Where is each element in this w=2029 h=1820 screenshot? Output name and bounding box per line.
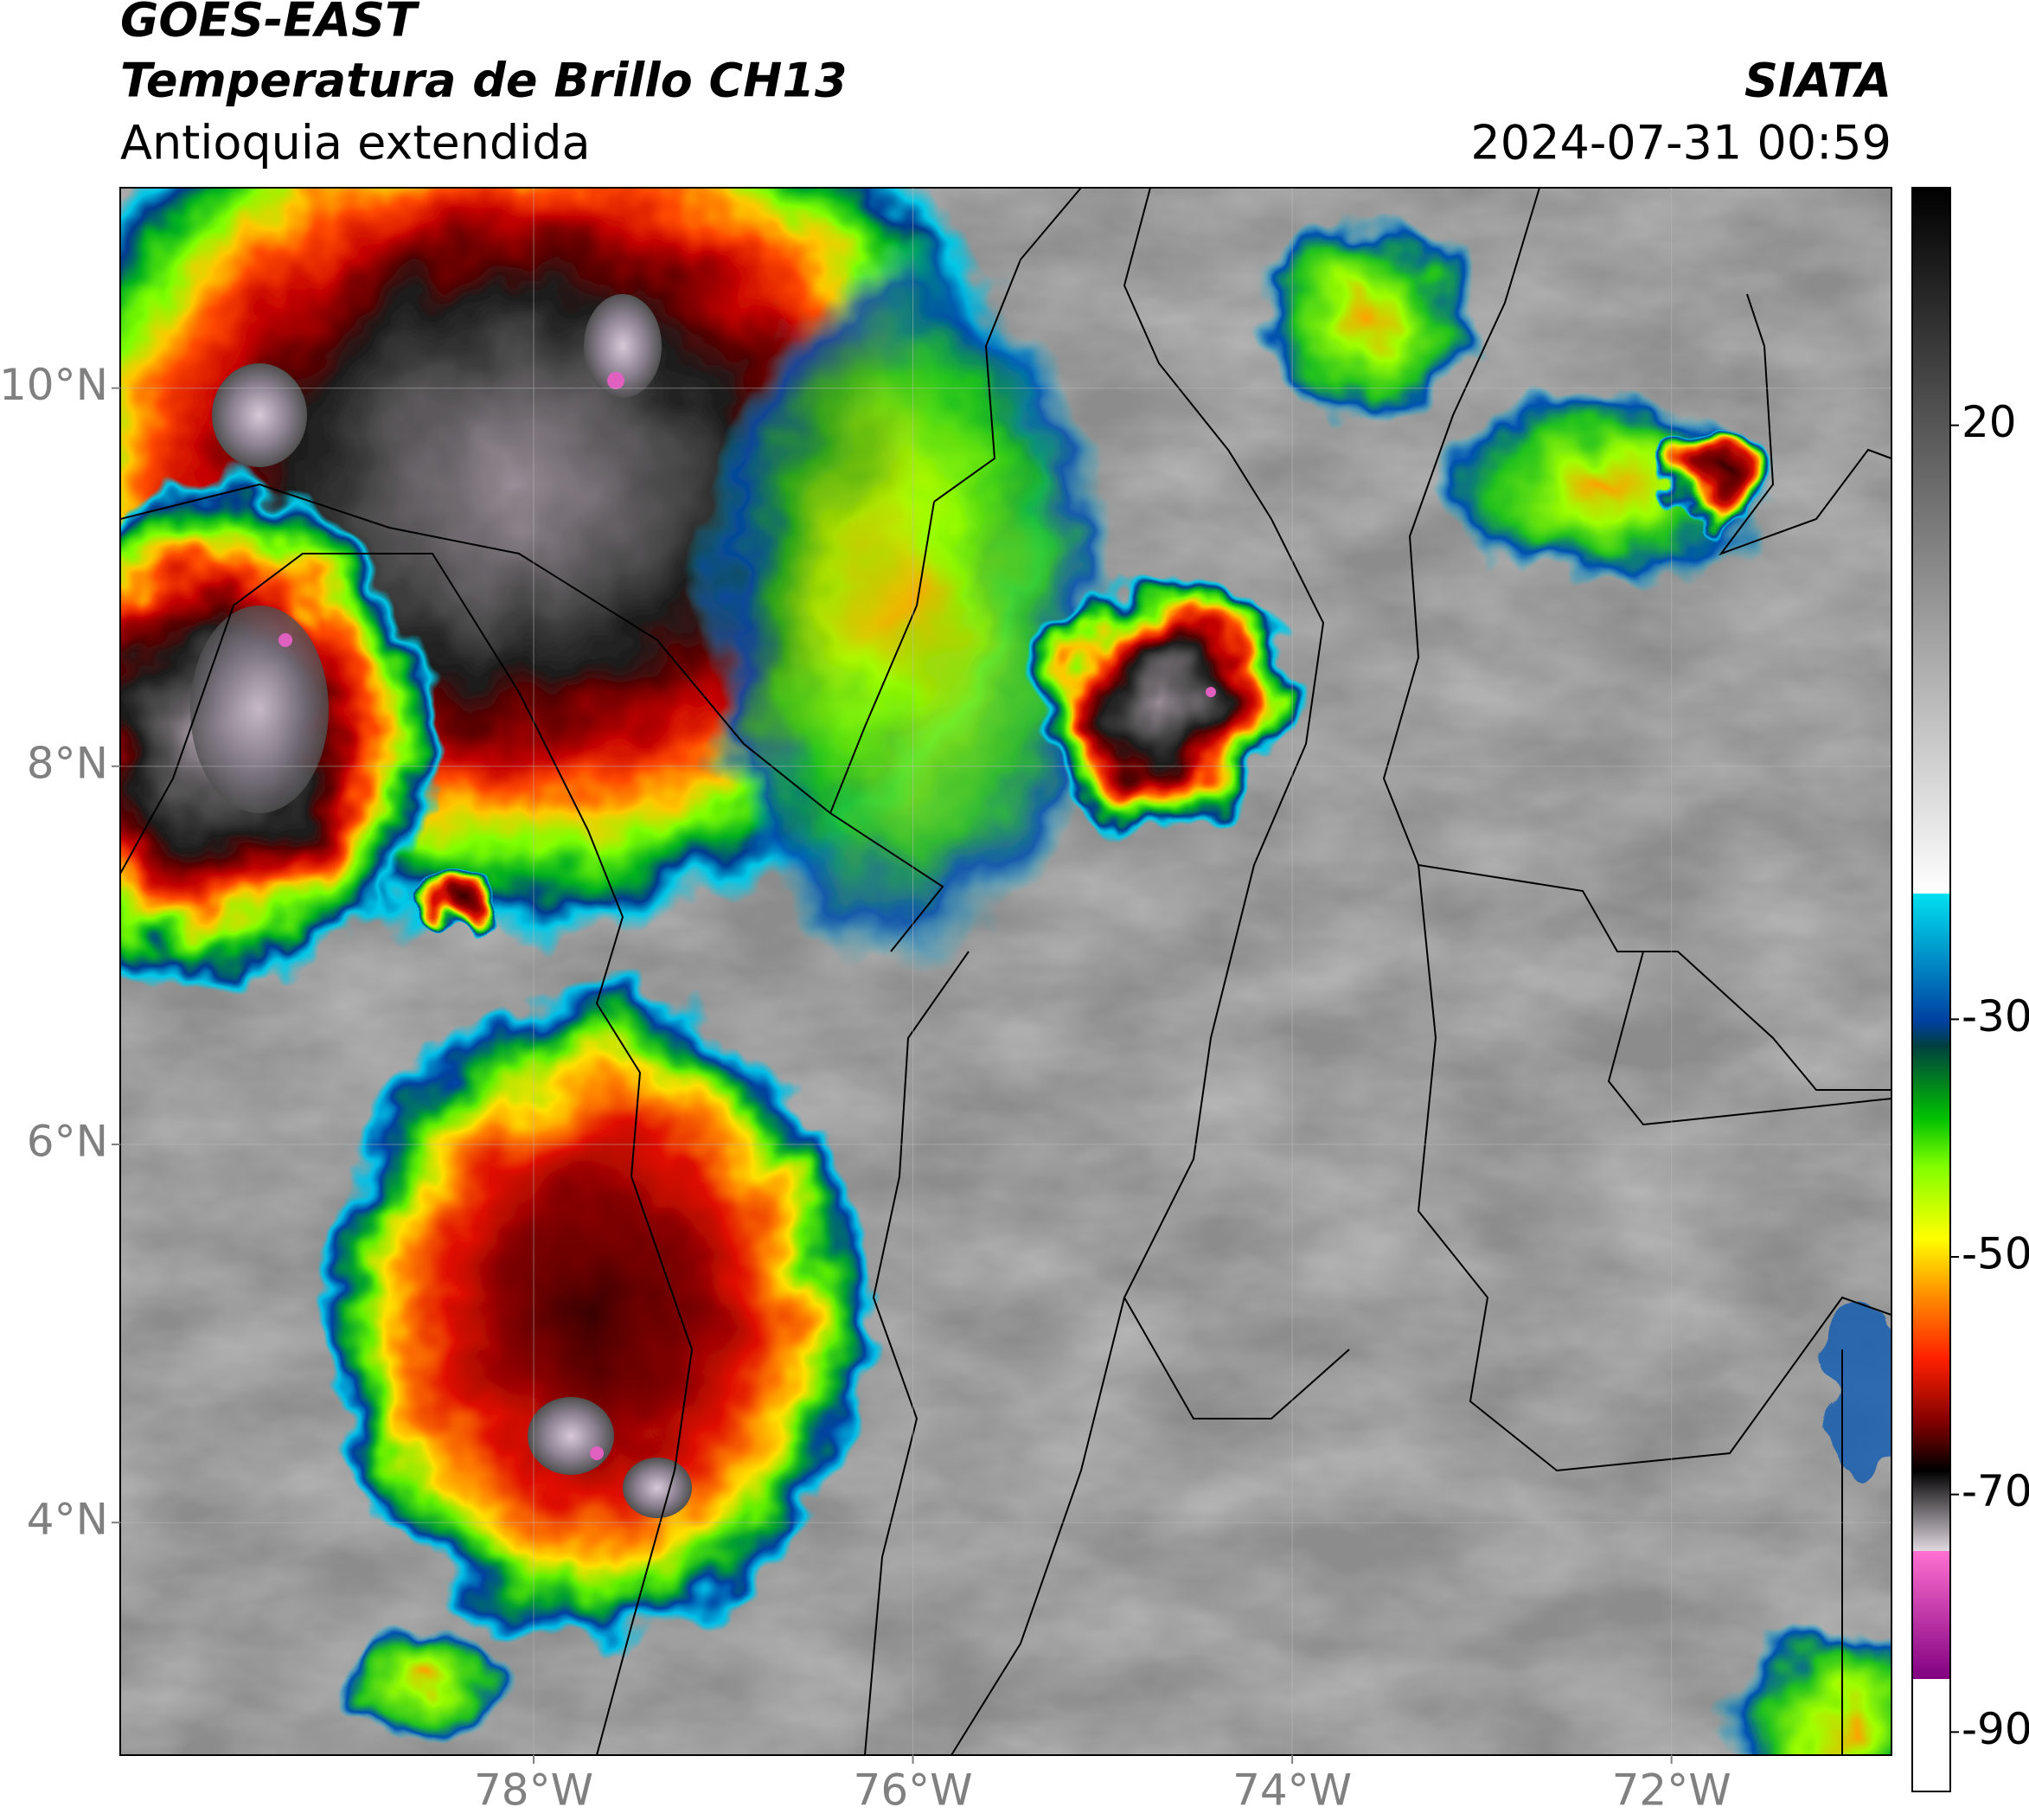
x-tick-label: 72°W [1612, 1766, 1731, 1816]
y-tick-label: 6°N [27, 1116, 108, 1166]
datetime-label: 2024-07-31 00:59 [1470, 116, 1891, 170]
colorbar-tick-label: 20 [1962, 397, 2017, 447]
source-label: SIATA [1744, 54, 1891, 108]
colorbar [1911, 187, 1951, 1792]
product-title: Temperatura de Brillo CH13 [120, 54, 848, 108]
satellite-title: GOES-EAST [120, 0, 420, 48]
colorbar-tick-label: -30 [1962, 991, 2029, 1041]
x-tick-label: 76°W [854, 1766, 973, 1816]
y-tick-label: 4°N [27, 1495, 108, 1545]
colorbar-tick-label: -90 [1962, 1704, 2029, 1754]
y-tick-label: 10°N [0, 360, 108, 410]
colorbar-tick-label: -50 [1962, 1229, 2029, 1279]
region-subtitle: Antioquia extendida [120, 116, 591, 170]
map-imagery [120, 188, 1891, 1755]
map-frame [119, 187, 1892, 1756]
colorbar-tick-label: -70 [1962, 1466, 2029, 1516]
y-tick-label: 8°N [27, 738, 108, 788]
x-tick-label: 78°W [474, 1766, 593, 1816]
grid [120, 188, 1891, 1755]
x-tick-label: 74°W [1232, 1766, 1352, 1816]
